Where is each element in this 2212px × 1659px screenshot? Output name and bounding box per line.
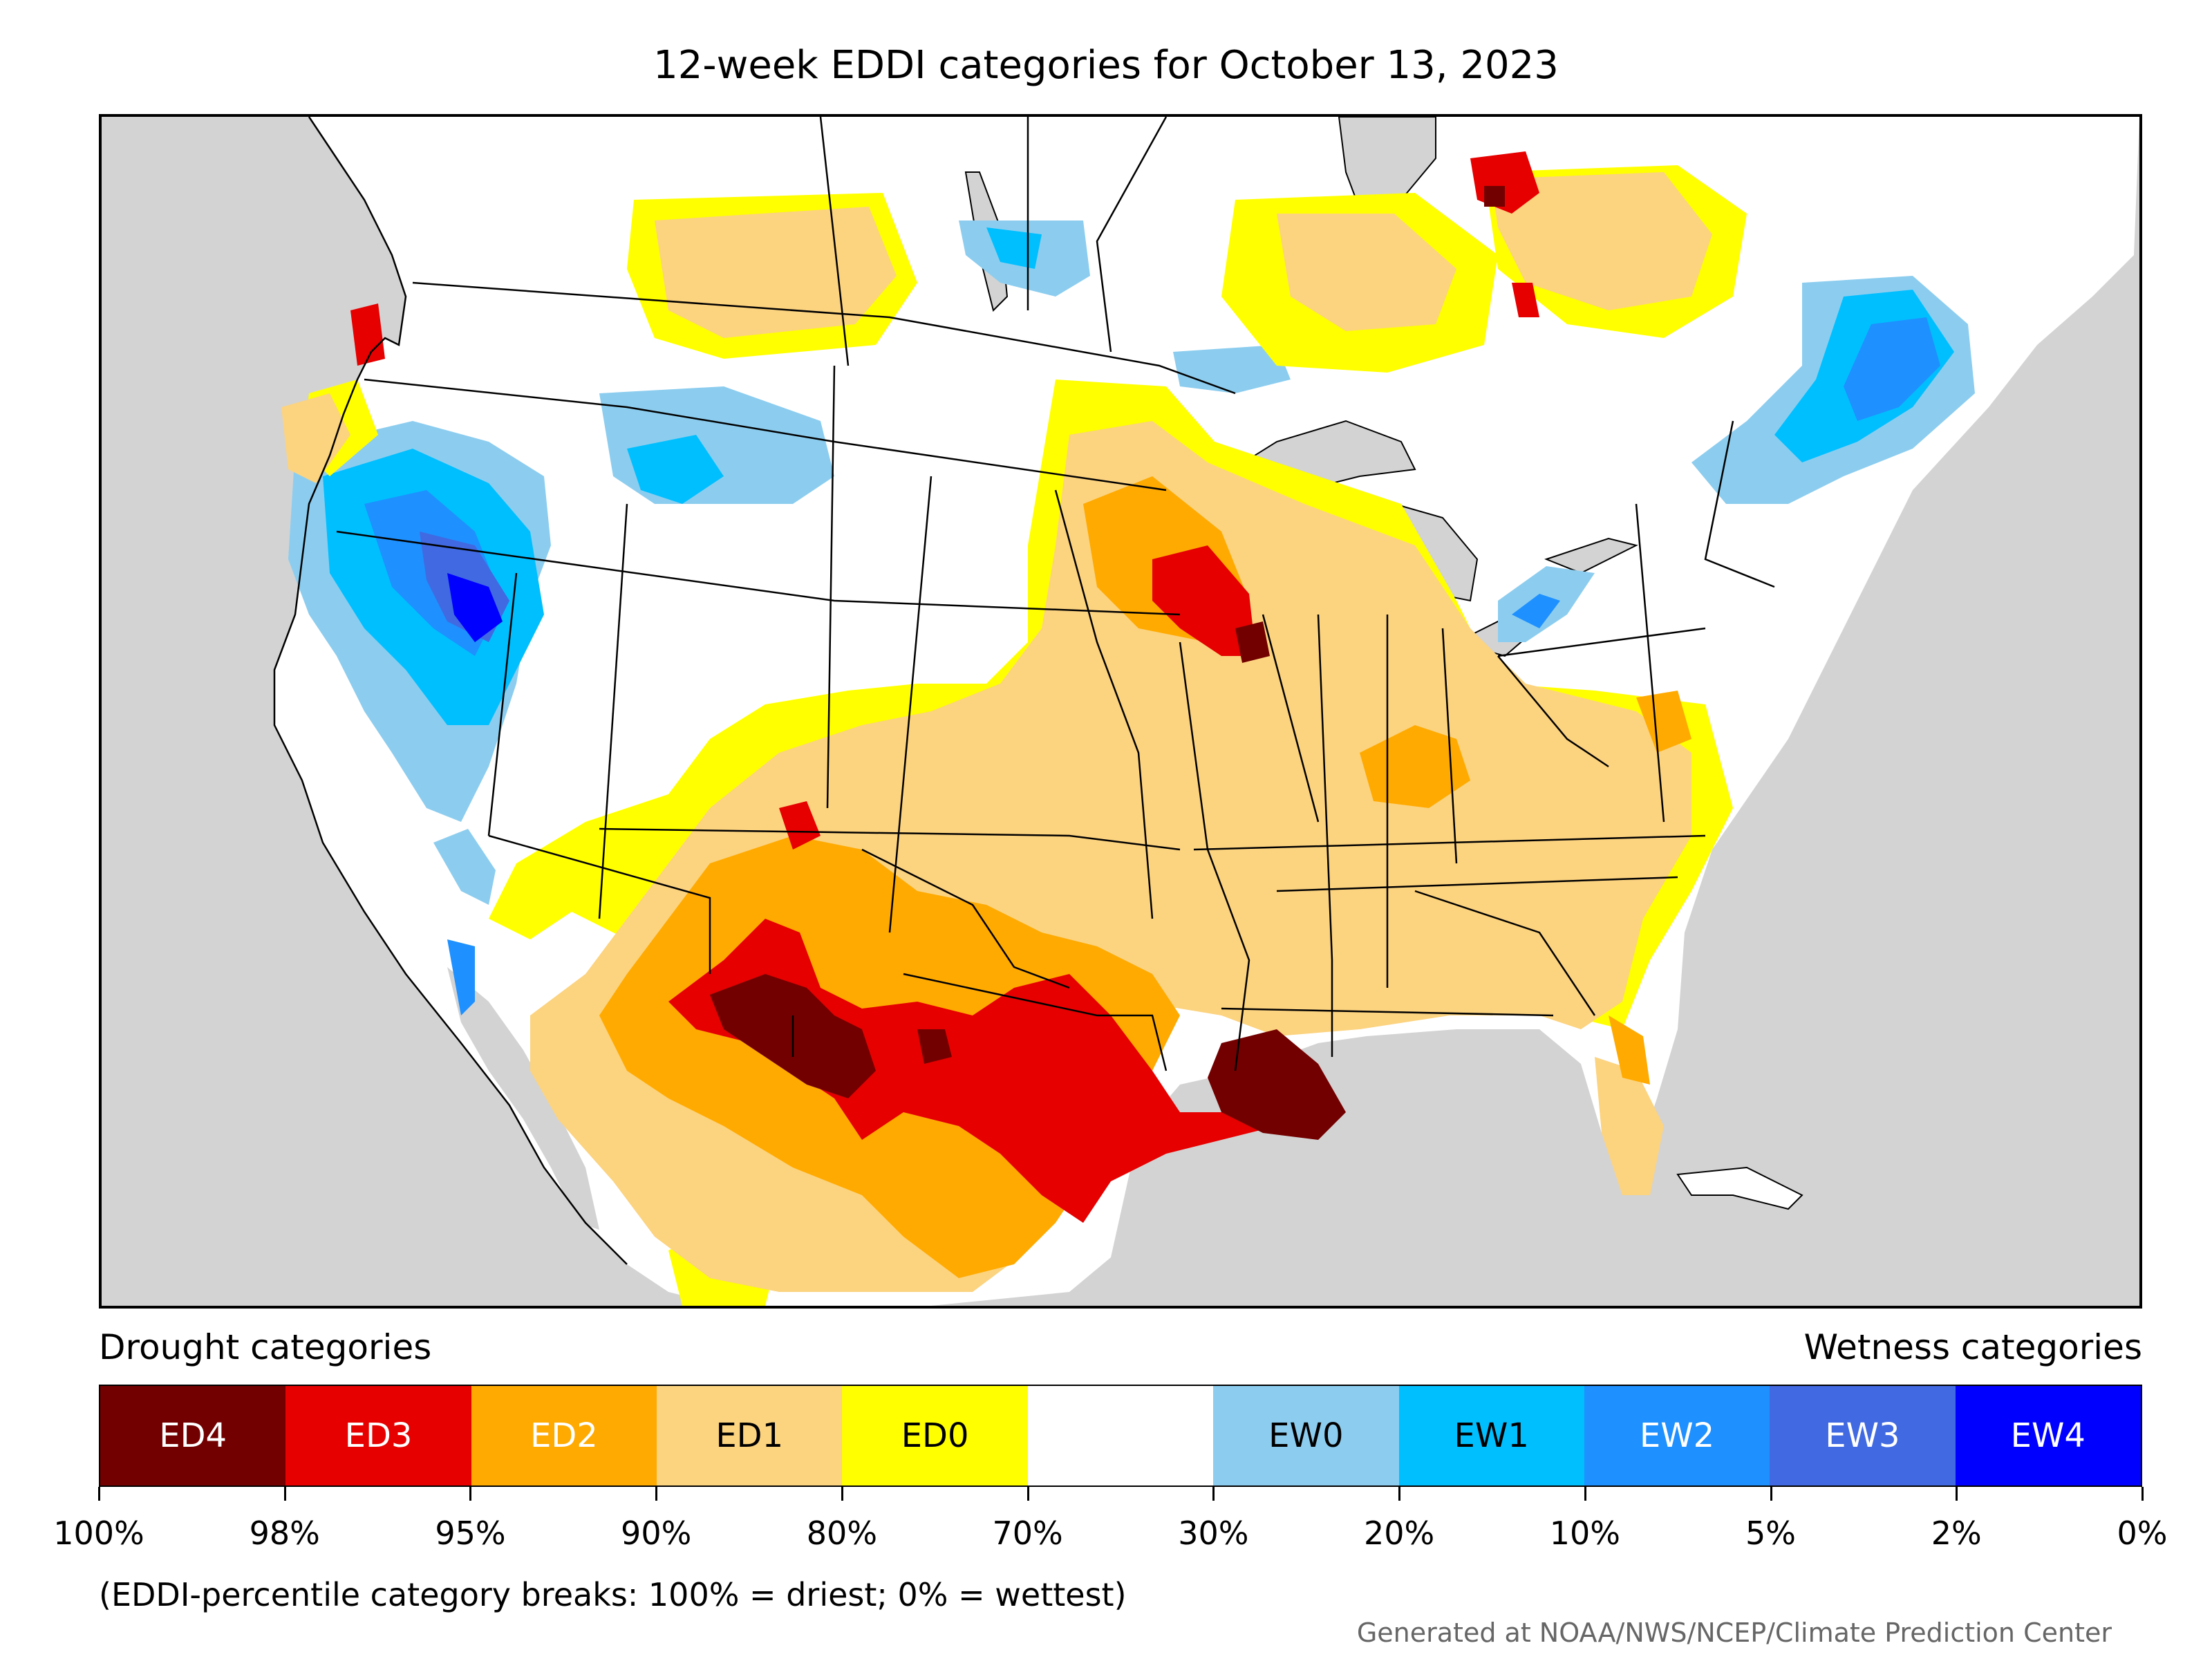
- tick-mark: [283, 1487, 286, 1501]
- tick-mark: [1212, 1487, 1215, 1501]
- tick-mark: [2141, 1487, 2144, 1501]
- drought-regions: [281, 151, 1747, 1306]
- category-swatch-ed1: ED1: [657, 1386, 843, 1485]
- eddi-map: [99, 114, 2142, 1309]
- tick-label: 98%: [249, 1515, 320, 1552]
- category-swatch-ew1: EW1: [1398, 1386, 1584, 1485]
- state-boundaries: [336, 117, 1775, 1071]
- tick-label: 2%: [1931, 1515, 1982, 1552]
- tick-label: 20%: [1363, 1515, 1435, 1552]
- category-swatch-neutral: [1027, 1386, 1214, 1485]
- tick-label: 10%: [1549, 1515, 1620, 1552]
- tick-label: 30%: [1178, 1515, 1249, 1552]
- category-swatch-ew2: EW2: [1584, 1386, 1770, 1485]
- tick-mark: [98, 1487, 100, 1501]
- tick-label: 80%: [806, 1515, 878, 1552]
- wetness-regions: [288, 221, 1975, 1015]
- tick-mark: [655, 1487, 658, 1501]
- tick-label: 100%: [53, 1515, 144, 1552]
- tick-label: 0%: [2117, 1515, 2168, 1552]
- tick-label: 70%: [992, 1515, 1063, 1552]
- category-swatch-ed0: ED0: [842, 1386, 1028, 1485]
- category-swatch-ed3: ED3: [285, 1386, 471, 1485]
- credit-line: Generated at NOAA/NWS/NCEP/Climate Predi…: [1356, 1618, 2112, 1648]
- tick-mark: [1956, 1487, 1958, 1501]
- tick-mark: [1770, 1487, 1772, 1501]
- tick-mark: [469, 1487, 472, 1501]
- tick-mark: [1398, 1487, 1401, 1501]
- cuba: [1676, 1166, 1803, 1210]
- map-canvas: [102, 117, 2139, 1306]
- breaks-note: (EDDI-percentile category breaks: 100% =…: [99, 1576, 1127, 1613]
- category-swatch-ed2: ED2: [471, 1386, 657, 1485]
- tick-mark: [841, 1487, 843, 1501]
- tick-label: 90%: [621, 1515, 692, 1552]
- category-swatch-ew3: EW3: [1770, 1386, 1956, 1485]
- tick-mark: [1027, 1487, 1029, 1501]
- tick-label: 5%: [1745, 1515, 1797, 1552]
- map-title: 12-week EDDI categories for October 13, …: [653, 43, 1559, 88]
- category-breaks: 100% 98% 95% 90% 80% 70% 30% 20% 10% 5% 2% 0%: [53, 1487, 2167, 1570]
- category-swatch-ew0: EW0: [1213, 1386, 1399, 1485]
- category-swatch-ew4: EW4: [1955, 1386, 2141, 1485]
- coastline: [273, 117, 628, 1265]
- category-colorbar: ED4 ED3 ED2 ED1 ED0 EW0 EW1 EW2 EW3 EW4: [99, 1385, 2142, 1487]
- category-swatch-ed4: ED4: [100, 1386, 286, 1485]
- tick-label: 95%: [435, 1515, 506, 1552]
- wetness-caption: Wetness categories: [1803, 1327, 2142, 1367]
- gulf-of-california: [447, 967, 599, 1230]
- drought-caption: Drought categories: [99, 1327, 432, 1367]
- tick-mark: [1584, 1487, 1586, 1501]
